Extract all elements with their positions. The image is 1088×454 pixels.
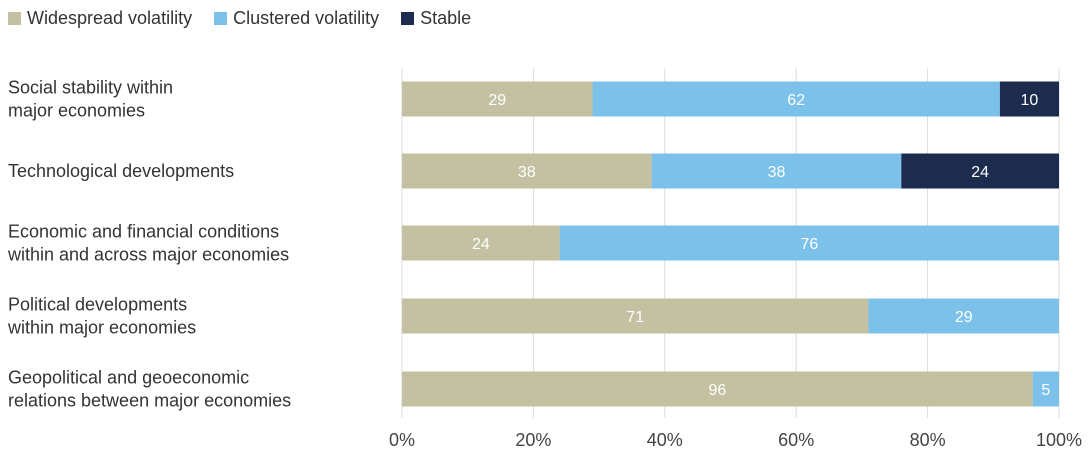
category-label: Economic and financial conditions (8, 222, 279, 242)
category-label: within major economies (7, 318, 196, 338)
x-tick-label: 40% (647, 430, 683, 450)
category-label: Geopolitical and geoeconomic (8, 368, 249, 388)
category-label: Technological developments (8, 161, 234, 181)
x-tick-label: 80% (910, 430, 946, 450)
bar-segment (868, 298, 1059, 334)
legend-item-clustered: Clustered volatility (214, 8, 379, 29)
bar-value-label: 38 (768, 164, 786, 181)
bar-value-label: 24 (971, 164, 989, 181)
category-label: within and across major economies (7, 245, 289, 265)
bar-value-label: 76 (800, 236, 818, 253)
bar-segment (402, 298, 869, 334)
bar-segment (901, 153, 1059, 189)
category-label: relations between major economies (8, 391, 291, 411)
bar-value-label: 96 (708, 382, 726, 399)
x-tick-label: 100% (1036, 430, 1082, 450)
bar-value-label: 62 (787, 92, 805, 109)
bar-segment (402, 153, 652, 189)
legend-item-stable: Stable (401, 8, 471, 29)
legend-label-clustered: Clustered volatility (233, 8, 380, 28)
bar-segment (402, 371, 1033, 407)
bar-segment (1032, 371, 1059, 407)
bar-segment (592, 81, 1000, 117)
legend-swatch-stable (401, 12, 415, 25)
bar-value-label: 5 (1041, 382, 1050, 399)
legend-swatch-widespread (8, 12, 21, 25)
bar-segment (402, 225, 560, 261)
bar-value-label: 10 (1021, 92, 1039, 109)
x-tick-label: 20% (515, 430, 551, 450)
category-label: Social stability within (8, 78, 173, 98)
bar-value-label: 38 (518, 164, 536, 181)
x-tick-label: 60% (778, 430, 814, 450)
legend-swatch-clustered (214, 12, 228, 25)
bar-segment (999, 81, 1059, 117)
legend-label-stable: Stable (420, 8, 472, 28)
bar-segment (402, 81, 593, 117)
category-label: Political developments (8, 295, 187, 315)
legend-label-widespread: Widespread volatility (27, 8, 193, 28)
bar-value-label: 71 (626, 309, 644, 326)
bar-value-label: 24 (472, 236, 490, 253)
legend-item-widespread: Widespread volatility (8, 8, 192, 29)
bar-segment (559, 225, 1059, 261)
legend: Widespread volatility Clustered volatili… (8, 8, 471, 29)
bar-value-label: 29 (955, 309, 973, 326)
bar-value-label: 29 (488, 92, 506, 109)
bar-segment (651, 153, 902, 189)
x-tick-label: 0% (389, 430, 415, 450)
category-label: major economies (8, 101, 145, 121)
